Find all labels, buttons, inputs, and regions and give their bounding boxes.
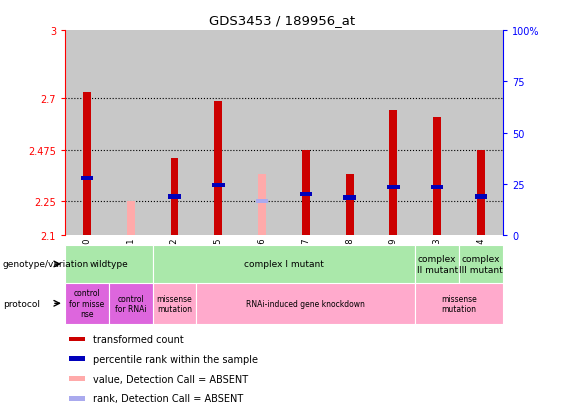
Text: missense
mutation: missense mutation	[441, 294, 477, 313]
Bar	[344, 196, 356, 200]
Bar	[346, 174, 354, 235]
Text: value, Detection Call = ABSENT: value, Detection Call = ABSENT	[93, 374, 249, 384]
Bar	[256, 199, 268, 204]
Bar	[299, 192, 312, 197]
Bar	[240, 31, 284, 235]
Bar	[415, 246, 459, 283]
Text: control
for RNAi: control for RNAi	[115, 294, 146, 313]
Text: wildtype: wildtype	[89, 260, 128, 269]
Bar	[153, 283, 197, 324]
Bar	[372, 31, 415, 235]
Text: complex I mutant: complex I mutant	[244, 260, 324, 269]
Bar	[212, 183, 224, 188]
Bar	[284, 31, 328, 235]
Text: GDS3453 / 189956_at: GDS3453 / 189956_at	[210, 14, 355, 27]
Bar	[197, 283, 415, 324]
Bar	[65, 283, 109, 324]
Bar	[127, 202, 134, 235]
Bar	[197, 31, 240, 235]
Bar	[65, 31, 109, 235]
Bar	[108, 31, 153, 235]
Bar	[302, 150, 310, 235]
Bar	[171, 158, 179, 235]
Bar	[477, 150, 485, 235]
Text: complex
III mutant: complex III mutant	[459, 255, 503, 274]
Bar	[459, 31, 503, 235]
Bar	[431, 185, 444, 190]
Text: percentile rank within the sample: percentile rank within the sample	[93, 354, 258, 364]
Bar	[153, 246, 415, 283]
Bar	[81, 176, 93, 181]
Bar	[69, 377, 85, 381]
Bar	[328, 31, 372, 235]
Bar	[433, 117, 441, 235]
Bar	[69, 396, 85, 401]
Bar	[65, 246, 153, 283]
Bar	[109, 283, 153, 324]
Bar	[168, 195, 181, 199]
Bar	[475, 195, 487, 199]
Bar	[459, 246, 503, 283]
Text: transformed count: transformed count	[93, 334, 184, 344]
Text: rank, Detection Call = ABSENT: rank, Detection Call = ABSENT	[93, 394, 244, 404]
Text: RNAi-induced gene knockdown: RNAi-induced gene knockdown	[246, 299, 365, 308]
Bar	[214, 102, 222, 235]
Bar	[415, 31, 459, 235]
Text: complex
II mutant: complex II mutant	[416, 255, 458, 274]
Bar	[389, 111, 397, 235]
Bar	[83, 92, 91, 235]
Bar	[153, 31, 197, 235]
Bar	[69, 356, 85, 361]
Text: control
for misse
nse: control for misse nse	[69, 289, 105, 318]
Bar	[69, 337, 85, 341]
Bar	[415, 283, 503, 324]
Text: missense
mutation: missense mutation	[157, 294, 192, 313]
Bar	[258, 174, 266, 235]
Text: genotype/variation: genotype/variation	[3, 260, 89, 269]
Text: protocol: protocol	[3, 299, 40, 308]
Bar	[387, 185, 399, 190]
